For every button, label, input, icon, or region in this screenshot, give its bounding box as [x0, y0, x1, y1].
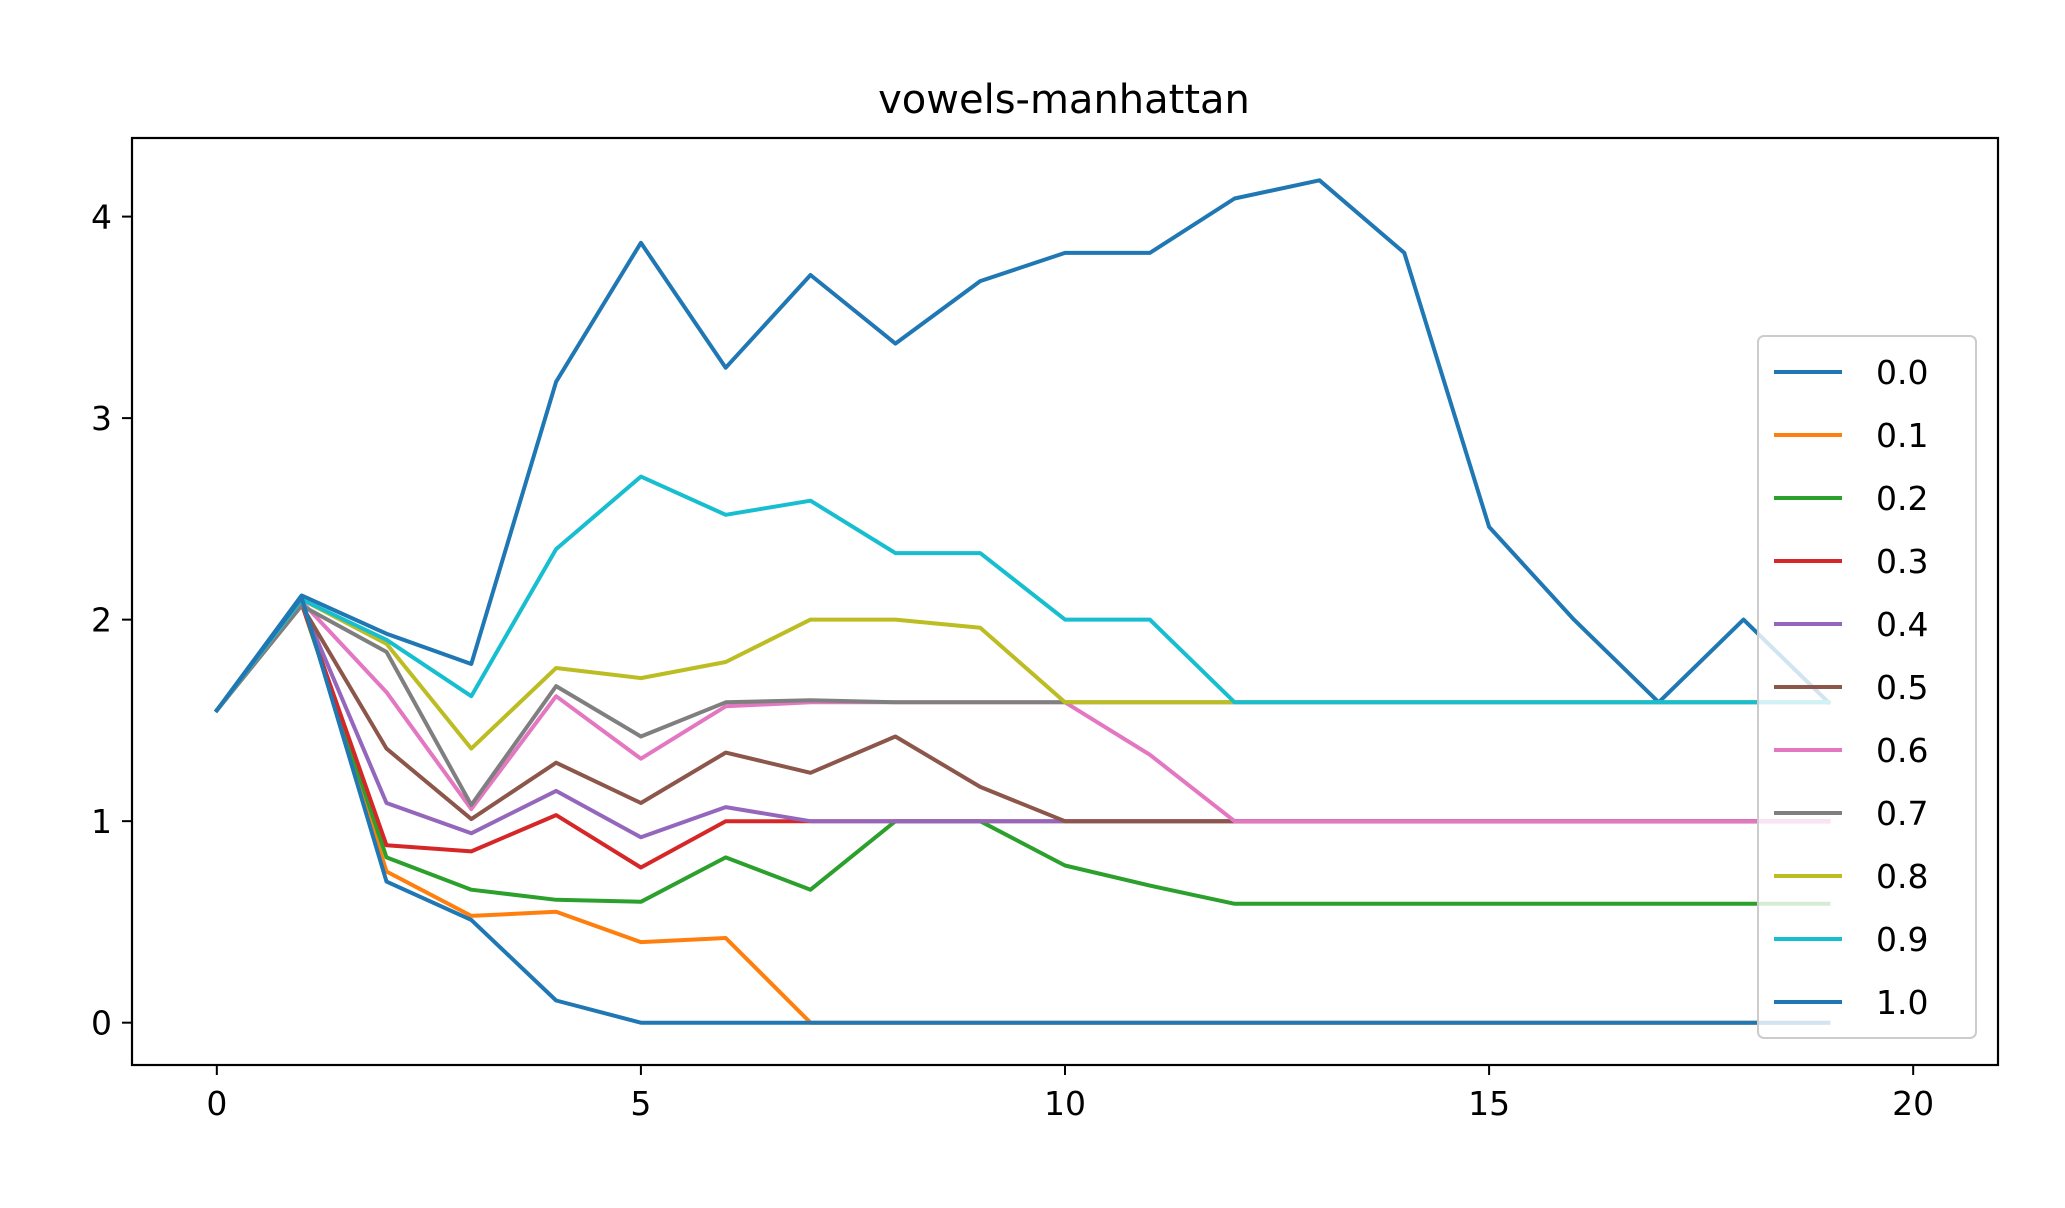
y-tick-label: 4 [91, 198, 112, 237]
y-tick-label: 1 [91, 802, 112, 841]
legend-label: 0.9 [1876, 920, 1928, 959]
legend-label: 0.7 [1876, 794, 1928, 833]
x-tick-label: 5 [630, 1084, 651, 1123]
plot-lines [213, 178, 1832, 1025]
y-tick-label: 2 [91, 601, 112, 640]
legend-label: 0.3 [1876, 542, 1928, 581]
series-line-0.9 [213, 474, 1831, 714]
y-tick-label: 3 [91, 399, 112, 438]
y-tick-label: 0 [91, 1004, 112, 1043]
series-line-0.0 [214, 178, 1832, 714]
legend-label: 0.2 [1876, 479, 1928, 518]
x-tick-label: 20 [1892, 1084, 1934, 1123]
legend-label: 0.1 [1876, 416, 1928, 455]
legend-box [1757, 335, 1977, 1039]
legend-label: 0.6 [1876, 731, 1928, 770]
legend-label: 0.4 [1876, 605, 1928, 644]
legend-label: 0.5 [1876, 668, 1928, 707]
chart-title: vowels-manhattan [878, 77, 1250, 123]
legend: 0.0 0.1 0.2 0.3 0.4 0.5 0.6 0.7 0.8 0.9 1.0 [1757, 335, 1977, 1039]
y-axis: 0 1 2 3 4 [91, 198, 132, 1043]
series-line-0.2 [213, 601, 1831, 906]
x-tick-label: 0 [206, 1084, 227, 1123]
legend-label: 0.8 [1876, 857, 1928, 896]
legend-label: 1.0 [1876, 983, 1928, 1022]
x-axis: 0 5 10 15 20 [206, 1065, 1934, 1123]
legend-label: 0.0 [1876, 353, 1928, 392]
x-tick-label: 15 [1468, 1084, 1510, 1123]
x-tick-label: 10 [1044, 1084, 1086, 1123]
series-line-1.0 [213, 595, 1831, 1025]
